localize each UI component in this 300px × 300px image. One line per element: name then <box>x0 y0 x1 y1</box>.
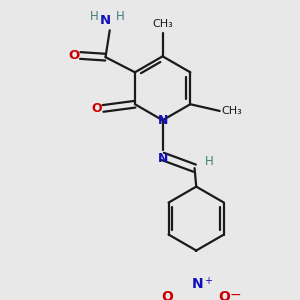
Text: H: H <box>116 10 124 23</box>
Text: O: O <box>218 290 230 300</box>
Text: O: O <box>91 102 102 115</box>
Text: +: + <box>204 276 212 286</box>
Text: N: N <box>100 14 111 27</box>
Text: CH₃: CH₃ <box>221 106 242 116</box>
Text: H: H <box>205 155 214 168</box>
Text: −: − <box>229 288 241 300</box>
Text: N: N <box>158 114 168 127</box>
Text: O: O <box>68 49 79 62</box>
Text: N: N <box>192 277 204 291</box>
Text: H: H <box>90 10 99 23</box>
Text: N: N <box>158 152 168 164</box>
Text: O: O <box>161 290 173 300</box>
Text: CH₃: CH₃ <box>152 20 173 29</box>
